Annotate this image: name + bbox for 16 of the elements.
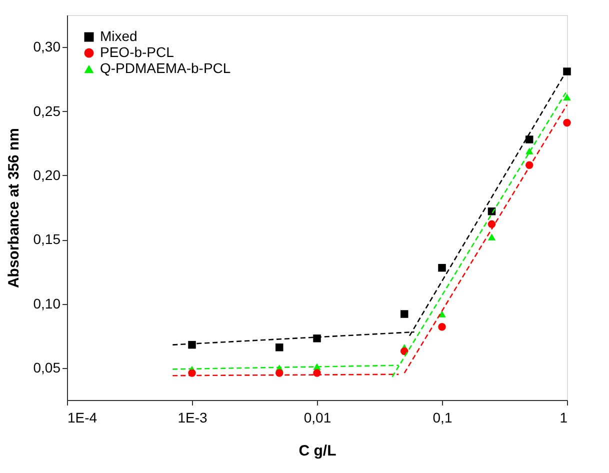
y-tick-label: 0,10 <box>33 295 61 312</box>
y-tick-label: 0,25 <box>33 102 61 119</box>
y-tick-label: 0,15 <box>33 231 61 248</box>
legend-label: PEO-b-PCL <box>100 44 174 60</box>
y-tick-label: 0,30 <box>33 38 61 55</box>
legend-label: Q-PDMAEMA-b-PCL <box>100 60 231 76</box>
y-tick-label: 0,20 <box>33 166 61 183</box>
y-tick-label: 0,05 <box>33 359 61 376</box>
x-tick-label: 1E-3 <box>178 410 208 426</box>
x-tick-label: 1E-4 <box>68 410 98 426</box>
x-tick-label: 0,01 <box>304 410 332 426</box>
x-tick-label: 1 <box>560 410 568 426</box>
x-axis-title: C g/L <box>298 442 336 460</box>
x-tick-label: 0,1 <box>432 410 452 426</box>
y-axis-title: Absorbance at 356 nm <box>5 128 22 288</box>
legend-label: Mixed <box>100 28 138 44</box>
